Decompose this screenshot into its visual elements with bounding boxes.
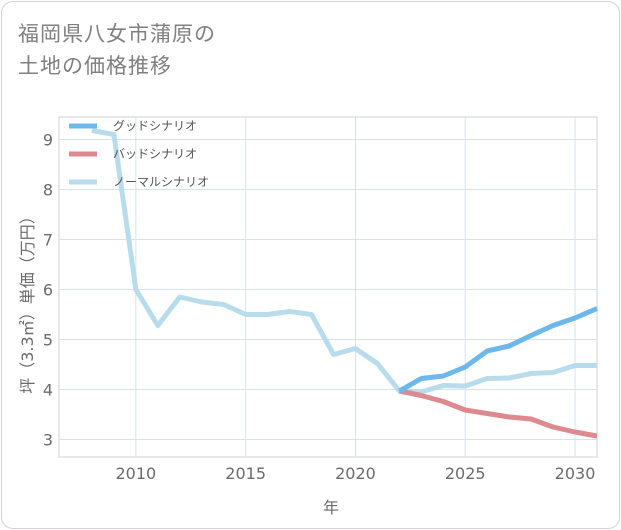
- x-axis-label: 年: [323, 498, 339, 517]
- y-tick-label: 5: [43, 331, 53, 350]
- y-tick-label: 7: [43, 231, 53, 250]
- y-tick-label: 4: [43, 381, 53, 400]
- x-tick-label: 2010: [115, 464, 156, 483]
- chart-title-line1: 福岡県八女市蒲原の: [18, 22, 216, 46]
- y-tick-label: 9: [43, 131, 53, 150]
- legend-label: ノーマルシナリオ: [113, 175, 209, 189]
- tick-labels: 3 4 5 6 7 8 9 2010 2015 2020 2025 2030: [43, 131, 596, 484]
- legend-label: バッドシナリオ: [113, 147, 197, 161]
- series-line-2: [91, 128, 597, 395]
- x-tick-label: 2020: [335, 464, 376, 483]
- x-tick-label: 2015: [225, 464, 266, 483]
- chart-title: 福岡県八女市蒲原の 土地の価格推移: [18, 18, 216, 82]
- y-axis-label: 坪（3.3㎡）単価（万円）: [18, 208, 37, 393]
- y-tick-label: 8: [43, 181, 53, 200]
- plot-area: [58, 116, 598, 458]
- series-line-0: [398, 306, 598, 394]
- x-tick-label: 2025: [445, 464, 486, 483]
- x-tick-label: 2030: [555, 464, 596, 483]
- legend-label: グッドシナリオ: [113, 119, 197, 133]
- y-tick-label: 6: [43, 281, 53, 300]
- series-lines: [91, 128, 598, 439]
- chart-title-line2: 土地の価格推移: [18, 54, 172, 78]
- y-tick-label: 3: [43, 431, 53, 450]
- series-line-1: [398, 388, 598, 439]
